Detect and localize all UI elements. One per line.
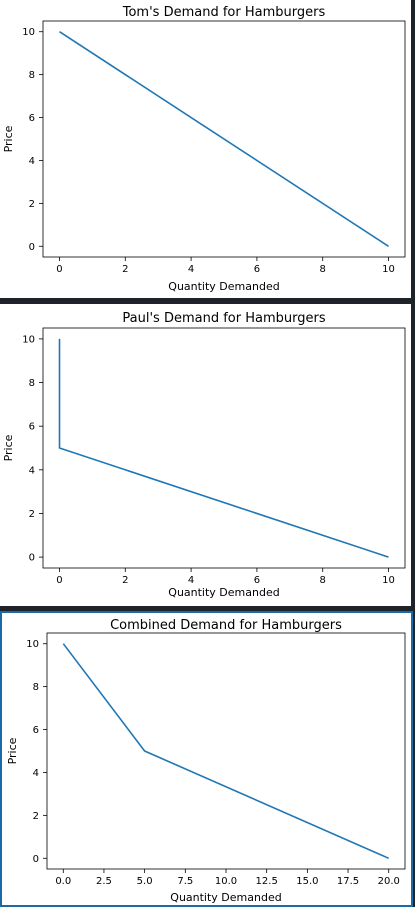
y-tick-label: 4 <box>29 156 35 167</box>
y-tick-label: 8 <box>29 70 35 81</box>
y-tick-label: 6 <box>29 113 35 124</box>
y-tick-label: 6 <box>33 725 39 736</box>
x-tick-label: 4 <box>188 575 194 586</box>
y-axis-label: Price <box>2 434 15 461</box>
x-tick-label: 7.5 <box>177 876 193 887</box>
demand-line <box>59 31 389 247</box>
y-tick-label: 2 <box>29 509 35 520</box>
chart-title: Paul's Demand for Hamburgers <box>122 311 325 326</box>
x-axis-label: Quantity Demanded <box>168 586 279 599</box>
x-tick-label: 10.0 <box>215 876 237 887</box>
demand-line <box>58 338 389 558</box>
x-axis-label: Quantity Demanded <box>168 280 279 293</box>
x-tick-label: 8 <box>320 264 326 275</box>
x-tick-label: 0.0 <box>55 876 71 887</box>
y-tick-label: 2 <box>29 199 35 210</box>
x-tick-label: 2.5 <box>96 876 112 887</box>
x-tick-label: 0 <box>56 264 62 275</box>
chart-tom-demand: Tom's Demand for Hamburgers 0 2 4 6 8 10 0 2 4 6 8 1… <box>2 5 406 293</box>
y-axis-label: Price <box>6 737 19 764</box>
chart-panel-paul: Paul's Demand for Hamburgers 0 2 4 6 8 10 0 2 4 6 8… <box>0 304 411 606</box>
x-tick-label: 0 <box>56 575 62 586</box>
plot-frame <box>42 20 406 258</box>
x-tick-label: 15.0 <box>296 876 318 887</box>
x-tick-label: 5.0 <box>137 876 153 887</box>
y-tick-label: 0 <box>29 553 35 564</box>
x-tick-label: 6 <box>254 264 260 275</box>
x-tick-label: 8 <box>320 575 326 586</box>
y-tick-label: 4 <box>33 768 39 779</box>
x-tick-label: 10 <box>382 264 395 275</box>
chart-title: Combined Demand for Hamburgers <box>110 618 342 633</box>
x-tick-label: 6 <box>254 575 260 586</box>
x-tick-label: 10 <box>382 575 395 586</box>
x-tick-label: 20.0 <box>378 876 400 887</box>
y-tick-label: 10 <box>26 639 39 650</box>
x-tick-label: 12.5 <box>256 876 278 887</box>
x-tick-label: 4 <box>188 264 194 275</box>
chart-panel-combined: Combined Demand for Hamburgers 0.0 2.5 5.0 7… <box>0 611 413 907</box>
chart-combined-demand: Combined Demand for Hamburgers 0.0 2.5 5.0 7… <box>6 618 406 904</box>
y-tick-label: 4 <box>29 465 35 476</box>
y-tick-label: 8 <box>29 378 35 389</box>
plot-frame <box>46 632 406 870</box>
plot-frame <box>42 327 406 569</box>
y-tick-label: 10 <box>22 27 35 38</box>
demand-line <box>62 643 390 860</box>
x-axis-label: Quantity Demanded <box>170 891 281 904</box>
y-axis-label: Price <box>2 125 15 152</box>
chart-title: Tom's Demand for Hamburgers <box>122 5 326 20</box>
x-tick-label: 2 <box>122 264 128 275</box>
y-tick-label: 10 <box>22 334 35 345</box>
y-tick-label: 0 <box>33 854 39 865</box>
y-tick-label: 6 <box>29 422 35 433</box>
x-tick-label: 17.5 <box>337 876 359 887</box>
y-tick-label: 8 <box>33 682 39 693</box>
x-tick-label: 2 <box>122 575 128 586</box>
chart-panel-tom: Tom's Demand for Hamburgers 0 2 4 6 8 10 0 2 4 6 8 1… <box>0 0 411 298</box>
y-tick-label: 2 <box>33 811 39 822</box>
y-tick-label: 0 <box>29 242 35 253</box>
chart-paul-demand: Paul's Demand for Hamburgers 0 2 4 6 8 10 0 2 4 6 8… <box>2 311 406 599</box>
